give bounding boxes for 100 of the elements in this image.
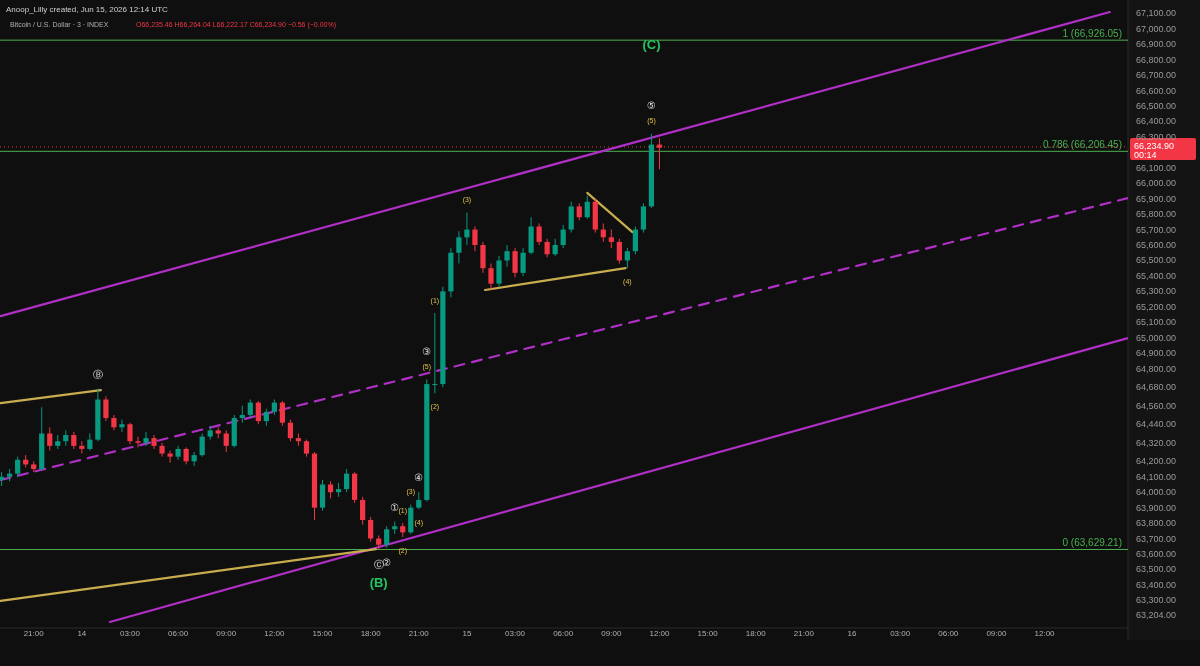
candlestick xyxy=(343,468,350,493)
text: 00:14 xyxy=(1134,149,1157,160)
candlestick xyxy=(608,229,614,249)
candlestick xyxy=(472,225,478,252)
y-tick-label: 63,900.00 xyxy=(1136,502,1177,513)
candlestick xyxy=(536,222,542,246)
y-tick-label: 65,300.00 xyxy=(1136,286,1177,297)
y-tick-label: 64,680.00 xyxy=(1136,382,1177,393)
y-tick-label: 65,200.00 xyxy=(1136,301,1177,312)
y-tick-label: 63,400.00 xyxy=(1136,579,1177,590)
candlestick xyxy=(103,395,109,422)
y-tick-label: 63,300.00 xyxy=(1136,595,1177,606)
y-tick-label: 64,320.00 xyxy=(1136,437,1177,448)
y-tick-label: 64,440.00 xyxy=(1136,419,1177,430)
candlestick xyxy=(584,195,590,220)
annotation: ② xyxy=(382,556,392,568)
candlestick xyxy=(480,241,486,274)
x-tick-label: 06:00 xyxy=(938,629,959,638)
candlestick xyxy=(127,422,133,445)
candlestick xyxy=(624,247,630,269)
candlestick xyxy=(520,247,526,277)
ref-line-label: 66,234.90 xyxy=(1134,140,1175,151)
annotation: (B) xyxy=(369,575,388,591)
y-tick-label: 66,900.00 xyxy=(1136,39,1177,50)
annotation: Ⓒ xyxy=(373,558,384,570)
y-tick-label: 67,100.00 xyxy=(1136,8,1177,19)
x-tick-label: 03:00 xyxy=(505,629,526,638)
candlestick xyxy=(544,238,550,258)
x-tick-label: 21:00 xyxy=(23,629,45,638)
candlestick xyxy=(488,263,494,291)
annotation: ⑤ xyxy=(646,99,656,111)
x-tick-label: 18:00 xyxy=(360,629,382,638)
candlestick xyxy=(616,238,622,265)
candlestick xyxy=(360,496,366,526)
x-tick-label: 09:00 xyxy=(216,629,237,638)
ref-line-label: 0 (63,629.21) xyxy=(1062,537,1122,549)
x-tick-label: 12:00 xyxy=(264,629,285,638)
y-tick-label: 65,800.00 xyxy=(1136,209,1177,220)
annotation: ③ xyxy=(422,345,432,357)
x-tick-label: 06:00 xyxy=(553,629,574,638)
y-tick-label: 65,400.00 xyxy=(1136,270,1177,281)
x-tick-label: 18:00 xyxy=(745,629,767,638)
y-tick-label: 66,400.00 xyxy=(1136,116,1177,127)
candlestick xyxy=(47,426,53,451)
candlestick xyxy=(255,400,261,425)
candlestick xyxy=(496,255,502,288)
y-tick-label: 66,700.00 xyxy=(1136,70,1177,81)
x-tick-label: 16 xyxy=(847,629,858,638)
candlestick xyxy=(119,419,125,433)
y-tick-label: 64,200.00 xyxy=(1136,456,1177,467)
candlestick xyxy=(456,230,462,265)
y-tick-label: 63,500.00 xyxy=(1136,564,1177,575)
candlestick xyxy=(223,429,229,453)
ref-line-label: 0.786 (66,206.45) xyxy=(1043,139,1122,151)
x-tick-label: 12:00 xyxy=(1034,629,1056,638)
candlestick xyxy=(368,516,374,543)
y-tick-label: 63,204.00 xyxy=(1136,610,1177,621)
x-tick-label: 21:00 xyxy=(408,629,430,638)
candlestick xyxy=(167,449,173,464)
candlestick xyxy=(87,433,93,451)
y-tick-label: 63,700.00 xyxy=(1136,533,1177,544)
candlestick xyxy=(432,312,438,394)
x-tick-label: 03:00 xyxy=(119,629,141,638)
candlestick xyxy=(512,247,518,278)
candlestick xyxy=(464,212,470,246)
candlestick xyxy=(560,224,566,249)
candlestick xyxy=(319,479,326,512)
candlestick xyxy=(632,225,639,255)
x-tick-label: 21:00 xyxy=(793,629,815,638)
candlestick xyxy=(247,399,253,419)
candlestick xyxy=(640,202,647,234)
y-tick-label: 64,800.00 xyxy=(1136,363,1177,374)
y-tick-label: 64,900.00 xyxy=(1136,348,1177,359)
annotation: ④ xyxy=(414,472,424,484)
y-tick-label: 66,600.00 xyxy=(1136,85,1177,96)
y-tick-label: 64,000.00 xyxy=(1136,487,1177,498)
candlestick xyxy=(279,400,286,427)
candlestick xyxy=(504,244,510,268)
candlestick xyxy=(287,419,294,442)
y-tick-label: 65,600.00 xyxy=(1136,240,1177,251)
y-tick-label: 63,800.00 xyxy=(1136,518,1177,529)
x-tick-label: 15:00 xyxy=(697,629,719,638)
y-tick-label: 63,600.00 xyxy=(1136,549,1177,559)
candlestick xyxy=(568,201,574,234)
annotation: Anoop_Lilly created, Jun 15, 2026 12:14 UTC xyxy=(6,5,169,14)
annotation: (C) xyxy=(642,36,661,52)
candlestick xyxy=(143,431,149,447)
x-tick-label: 03:00 xyxy=(890,629,911,638)
ref-line-label: 1 (66,926.05) xyxy=(1062,28,1122,40)
candlestick xyxy=(199,433,205,458)
y-tick-label: 65,500.00 xyxy=(1136,255,1177,266)
x-tick-label: 15 xyxy=(462,629,472,638)
y-tick-label: 66,000.00 xyxy=(1136,178,1177,189)
x-tick-label: 06:00 xyxy=(168,629,189,638)
candlestick xyxy=(384,525,390,549)
y-tick-label: 67,000.00 xyxy=(1136,23,1177,34)
x-tick-label: 15:00 xyxy=(312,629,334,638)
x-tick-label: 12:00 xyxy=(649,629,671,638)
annotation: ① xyxy=(390,501,400,513)
x-tick-label: 09:00 xyxy=(986,629,1007,638)
